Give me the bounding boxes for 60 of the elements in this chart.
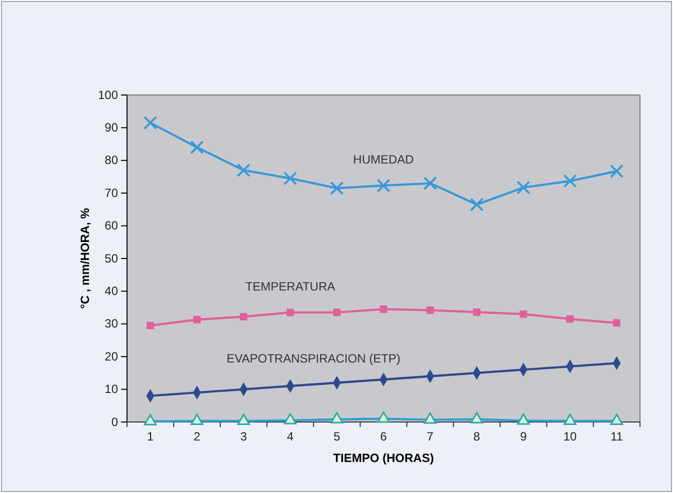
x-tick-label: 5 xyxy=(334,430,341,444)
y-tick-label: 100 xyxy=(98,88,118,102)
point xyxy=(286,308,294,316)
point xyxy=(516,180,530,194)
x-tick-label: 4 xyxy=(286,430,294,444)
y-tick-label: 80 xyxy=(104,153,118,168)
series-label: EVAPOTRANSPIRACION (ETP) xyxy=(226,351,400,366)
point xyxy=(566,315,574,323)
y-tick-label: 30 xyxy=(104,316,118,331)
x-tick-label: 3 xyxy=(240,430,248,444)
x-tick-label: 11 xyxy=(610,430,624,444)
x-tick-label: 1 xyxy=(146,430,154,444)
point xyxy=(330,181,344,196)
point xyxy=(380,305,388,313)
point xyxy=(470,198,484,212)
point xyxy=(240,313,248,320)
point xyxy=(470,412,484,424)
y-tick-label: 40 xyxy=(104,284,118,298)
point xyxy=(564,414,576,426)
point xyxy=(236,163,250,178)
point xyxy=(610,164,624,178)
point xyxy=(517,413,530,425)
point xyxy=(146,322,154,330)
x-tick-label: 10 xyxy=(563,430,578,444)
point xyxy=(190,414,204,426)
point xyxy=(283,172,298,186)
point xyxy=(520,310,528,318)
y-tick-label: 20 xyxy=(104,349,118,364)
y-tick-label: 50 xyxy=(104,251,118,266)
y-axis-title: °C , mm/HORA, % xyxy=(78,208,92,309)
y-tick-label: 70 xyxy=(104,186,118,200)
x-tick-label: 9 xyxy=(520,430,528,444)
point xyxy=(333,308,341,316)
point xyxy=(612,319,620,327)
x-tick-label: 7 xyxy=(426,430,434,444)
point xyxy=(563,174,577,188)
y-tick-label: 0 xyxy=(111,414,118,429)
point xyxy=(237,414,250,426)
point xyxy=(284,413,297,424)
x-tick-label: 6 xyxy=(380,430,388,444)
point xyxy=(193,316,201,324)
point xyxy=(190,140,204,154)
x-tick-label: 8 xyxy=(473,430,480,444)
point xyxy=(424,412,437,424)
y-tick-label: 60 xyxy=(104,218,118,233)
point xyxy=(144,116,158,130)
y-tick-label: 90 xyxy=(104,120,118,135)
point xyxy=(377,411,390,423)
point xyxy=(426,306,434,314)
series-label: TEMPERATURA xyxy=(245,279,336,294)
series-label: HUMEDAD xyxy=(353,152,414,167)
point xyxy=(144,414,157,426)
x-tick-label: 2 xyxy=(194,430,201,444)
y-tick-label: 10 xyxy=(104,382,118,396)
point xyxy=(473,308,480,316)
x-axis-title: TIEMPO (HORAS) xyxy=(333,451,434,465)
point xyxy=(423,176,437,190)
point xyxy=(610,414,624,426)
point xyxy=(330,412,344,424)
point xyxy=(376,178,390,192)
